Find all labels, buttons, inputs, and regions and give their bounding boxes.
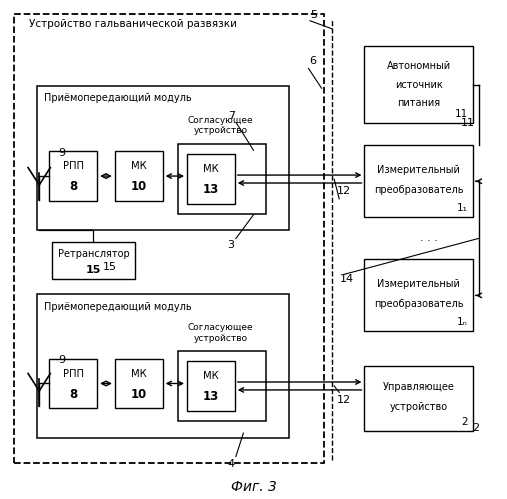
- Text: 13: 13: [203, 390, 219, 403]
- Text: Измерительный: Измерительный: [377, 279, 460, 289]
- Text: 2: 2: [461, 417, 468, 427]
- Text: 4: 4: [227, 459, 234, 469]
- Bar: [115, 359, 163, 408]
- Text: 10: 10: [131, 181, 147, 194]
- Bar: [49, 359, 97, 408]
- Text: МК: МК: [131, 369, 147, 379]
- Text: 6: 6: [309, 56, 316, 66]
- Bar: [115, 151, 163, 201]
- Bar: [365, 46, 473, 123]
- Text: 12: 12: [337, 395, 351, 405]
- Text: устройство: устройство: [389, 402, 448, 412]
- Text: Ретранслятор: Ретранслятор: [57, 249, 129, 259]
- Text: 7: 7: [228, 110, 235, 121]
- Text: 3: 3: [227, 240, 234, 250]
- Bar: [365, 145, 473, 217]
- Bar: [49, 151, 97, 201]
- Text: 15: 15: [86, 264, 101, 274]
- Bar: [52, 242, 135, 279]
- Bar: [365, 259, 473, 331]
- Text: 10: 10: [131, 388, 147, 401]
- Text: 14: 14: [340, 274, 354, 284]
- Text: 9: 9: [58, 355, 65, 365]
- Text: Фиг. 3: Фиг. 3: [231, 480, 276, 494]
- Text: 5: 5: [310, 10, 317, 20]
- Text: источник: источник: [395, 79, 443, 89]
- Text: 12: 12: [337, 187, 351, 197]
- Text: Измерительный: Измерительный: [377, 165, 460, 175]
- Text: 8: 8: [69, 181, 78, 194]
- Text: 1ₙ: 1ₙ: [457, 317, 468, 327]
- Text: Автономный: Автономный: [386, 61, 451, 71]
- Text: Согласующее
устройство: Согласующее устройство: [188, 116, 254, 135]
- Text: Согласующее
устройство: Согласующее устройство: [188, 323, 254, 343]
- Bar: [37, 86, 289, 230]
- Bar: [187, 361, 235, 411]
- Text: Приёмопередающий модуль: Приёмопередающий модуль: [44, 301, 192, 311]
- Text: МК: МК: [203, 371, 219, 381]
- Bar: [178, 351, 266, 421]
- Bar: [14, 14, 324, 463]
- Text: 8: 8: [69, 388, 78, 401]
- Text: преобразователь: преобразователь: [374, 299, 463, 309]
- Text: 1₁: 1₁: [457, 203, 468, 213]
- Text: Устройство гальванической развязки: Устройство гальванической развязки: [29, 19, 237, 29]
- Text: 9: 9: [58, 148, 65, 158]
- Text: Управляющее: Управляющее: [383, 382, 455, 392]
- Bar: [365, 366, 473, 431]
- Text: 11: 11: [461, 118, 475, 128]
- Text: 2: 2: [472, 423, 479, 433]
- Text: 15: 15: [103, 262, 117, 272]
- Bar: [187, 154, 235, 204]
- Text: преобразователь: преобразователь: [374, 185, 463, 195]
- Text: 13: 13: [203, 184, 219, 197]
- Text: . . .: . . .: [420, 234, 438, 244]
- Text: РПП: РПП: [63, 369, 84, 379]
- Text: МК: МК: [131, 161, 147, 171]
- Text: МК: МК: [203, 164, 219, 174]
- Bar: [178, 144, 266, 214]
- Bar: [37, 294, 289, 438]
- Text: Приёмопередающий модуль: Приёмопередающий модуль: [44, 93, 192, 103]
- Text: РПП: РПП: [63, 161, 84, 171]
- Text: питания: питания: [397, 98, 440, 108]
- Text: 11: 11: [455, 109, 468, 119]
